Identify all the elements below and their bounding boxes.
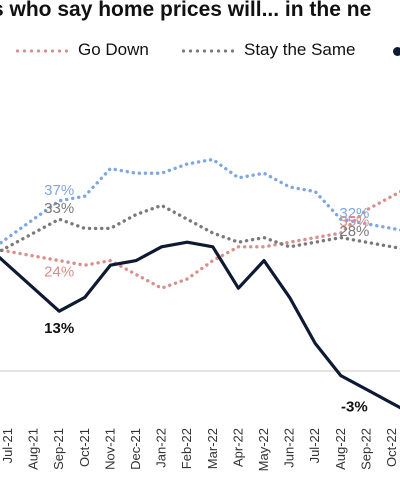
legend-marker-partial	[393, 47, 400, 56]
x-tick-label: May-22	[256, 428, 271, 471]
x-tick-label: Jun-22	[282, 428, 297, 468]
x-tick-label: Dec-21	[128, 428, 143, 470]
data-label: 24%	[44, 264, 74, 281]
legend-label-stay-the-same: Stay the Same	[244, 40, 356, 59]
data-label: 32%	[339, 205, 369, 222]
data-label: 28%	[339, 223, 369, 240]
data-label: 33%	[44, 200, 74, 217]
x-tick-label: Nov-21	[102, 428, 117, 470]
x-tick-label: Feb-22	[179, 428, 194, 469]
x-tick-label: Apr-22	[230, 428, 245, 467]
x-axis-tick-labels: Jul-21 Aug-21 Sep-21 Oct-21 Nov-21 Dec-21 Jan-…	[0, 428, 399, 471]
x-tick-label: Oct-22	[384, 428, 399, 467]
series-layer	[0, 157, 400, 410]
chart-title: s who say home prices will... in the ne	[0, 0, 372, 21]
series-line-net	[0, 240, 400, 410]
x-tick-label: Sep-22	[358, 428, 373, 470]
x-tick-label: Jan-22	[154, 428, 169, 468]
data-label-layer: 37% 32% 24% 35% 33% 28% 13% -3%	[44, 182, 369, 416]
series-line-stay-the-same	[0, 203, 400, 254]
x-tick-label: Aug-22	[333, 428, 348, 470]
data-label: 37%	[44, 182, 74, 199]
legend-item-go-down: Go Down	[14, 40, 149, 60]
series-line-go-up	[0, 157, 400, 246]
data-label: 35%	[339, 213, 369, 230]
legend-swatch-stay-the-same	[180, 48, 236, 53]
legend-swatch-go-down	[14, 48, 70, 53]
data-label: -3%	[341, 398, 368, 415]
x-tick-label: Sep-21	[51, 428, 66, 470]
x-tick-label: Jul-22	[307, 428, 322, 463]
data-label: 13%	[44, 320, 74, 337]
series-line-go-down	[0, 189, 400, 290]
legend-item-stay-the-same: Stay the Same	[180, 40, 356, 60]
chart-legend: Go Down Stay the Same	[0, 40, 400, 64]
x-tick-label: Oct-21	[77, 428, 92, 467]
legend-label-go-down: Go Down	[78, 40, 149, 59]
x-tick-label: Jul-21	[0, 428, 15, 463]
x-tick-label: Mar-22	[205, 428, 220, 469]
x-tick-label: Aug-21	[26, 428, 41, 470]
